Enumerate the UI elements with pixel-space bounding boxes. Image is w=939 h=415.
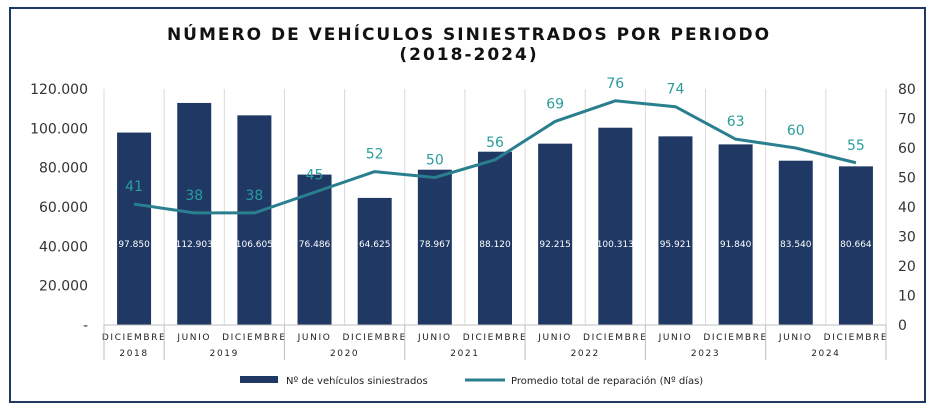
y-left-tick-label: 40.000: [39, 239, 88, 255]
y-right-tick-label: 60: [898, 141, 916, 157]
y-left-tick-label: 80.000: [39, 161, 88, 177]
x-year-label: 2019: [210, 349, 239, 359]
line-series: [133, 99, 857, 215]
y-left-tick-label: 100.000: [30, 121, 88, 137]
bar: [778, 160, 813, 325]
line-data-label: 76: [606, 76, 624, 92]
bar-data-label: 97.850: [118, 240, 150, 250]
line-data-label: 74: [667, 82, 685, 98]
x-category-label: JUNIO: [297, 333, 332, 343]
bar-data-label: 106.605: [236, 240, 273, 250]
bar-data-label: 100.313: [597, 240, 634, 250]
x-category-label: DICIEMBRE: [463, 333, 528, 343]
legend: Nº de vehículos siniestrados Promedio tot…: [240, 375, 703, 387]
bar-data-label: 64.625: [359, 240, 391, 250]
y-right-tick-label: 10: [898, 289, 916, 305]
bar-data-label: 83.540: [780, 240, 812, 250]
y-right-tick-label: 30: [898, 230, 916, 246]
y-right-tick-label: 40: [898, 200, 916, 216]
bar: [357, 197, 392, 325]
x-category-label: DICIEMBRE: [703, 333, 768, 343]
chart-subtitle: (2018-2024): [399, 45, 538, 65]
x-year-label: 2020: [330, 349, 359, 359]
y-left-tick-label: 20.000: [39, 279, 88, 295]
legend-bar-label: Nº de vehículos siniestrados: [286, 375, 428, 387]
y-left-tick-label: 120.000: [30, 82, 88, 98]
x-year-label: 2018: [119, 349, 148, 359]
bar: [117, 132, 152, 325]
x-category-label: DICIEMBRE: [222, 333, 287, 343]
bar: [658, 136, 693, 325]
line-data-label: 45: [306, 167, 324, 183]
y-right-tick-label: 50: [898, 171, 916, 187]
bar-data-label: 91.840: [720, 240, 752, 250]
line-data-label: 38: [185, 188, 203, 204]
chart-frame: [9, 7, 926, 403]
line-data-label: 50: [426, 153, 444, 169]
bar-data-label: 95.921: [660, 240, 692, 250]
y-left-tick-label: 60.000: [39, 200, 88, 216]
x-year-label: 2024: [811, 349, 840, 359]
x-category-label: DICIEMBRE: [102, 333, 167, 343]
x-category-label: JUNIO: [778, 333, 813, 343]
legend-bar-swatch: [240, 376, 278, 383]
bar-data-label: 76.486: [299, 240, 331, 250]
x-category-label: JUNIO: [417, 333, 452, 343]
x-category-label: JUNIO: [658, 333, 693, 343]
bar: [838, 166, 873, 325]
y-right-tick-label: 80: [898, 82, 916, 98]
line-data-label: 60: [787, 123, 805, 139]
x-year-label: 2022: [571, 349, 600, 359]
bar-data-label: 88.120: [479, 240, 511, 250]
bar: [478, 151, 512, 325]
x-category-label: DICIEMBRE: [583, 333, 648, 343]
x-category-label: JUNIO: [537, 333, 572, 343]
line-data-label: 55: [847, 138, 865, 154]
bar: [297, 174, 332, 325]
bar: [598, 127, 633, 325]
chart-title: NÚMERO DE VEHÍCULOS SINIESTRADOS POR PER…: [167, 23, 771, 45]
line-data-label: 38: [245, 188, 263, 204]
y-right-tick-label: 70: [898, 112, 916, 128]
x-year-label: 2023: [691, 349, 720, 359]
line-data-label: 69: [546, 96, 564, 112]
y-right-tick-label: 0: [898, 318, 907, 334]
legend-line-label: Promedio total de reparación (Nº días): [511, 375, 703, 387]
bar: [237, 115, 272, 325]
line-data-label: 56: [486, 135, 504, 151]
line-data-label: 63: [727, 114, 745, 130]
x-category-label: DICIEMBRE: [342, 333, 407, 343]
x-year-label: 2021: [450, 349, 479, 359]
bar: [417, 169, 452, 325]
line-data-label: 41: [125, 179, 143, 195]
plot-area: 120.000 100.000 80.000 60.000 40.000 20.000 - 8…: [30, 76, 916, 360]
bar: [718, 144, 753, 325]
y-right-tick-label: 20: [898, 259, 916, 275]
bar-data-label: 92.215: [539, 240, 571, 250]
bar: [538, 143, 573, 325]
bar-data-label: 80.664: [840, 240, 872, 250]
x-category-label: JUNIO: [176, 333, 211, 343]
line-data-label: 52: [366, 147, 384, 163]
bar-data-label: 112.903: [176, 240, 213, 250]
bar-data-label: 78.967: [419, 240, 451, 250]
y-left-tick-label: -: [83, 318, 88, 334]
x-category-label: DICIEMBRE: [824, 333, 889, 343]
